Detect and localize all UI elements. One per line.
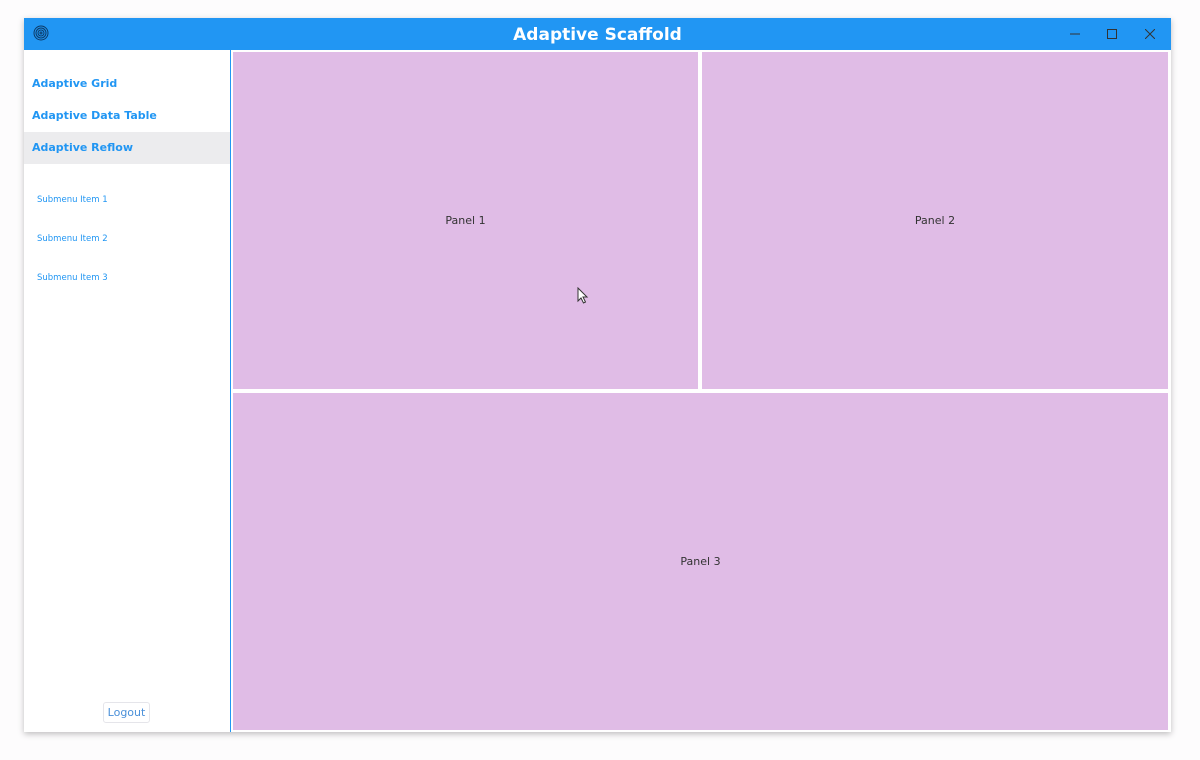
submenu-item-3[interactable]: Submenu Item 3	[37, 273, 108, 283]
mouse-cursor-icon	[577, 287, 589, 304]
panel-3-label: Panel 3	[680, 555, 721, 568]
panel-3: Panel 3	[233, 393, 1168, 730]
minimize-button[interactable]	[1057, 18, 1093, 50]
window-title: Adaptive Scaffold	[513, 25, 682, 45]
maximize-icon	[1107, 29, 1117, 39]
panel-1: Panel 1	[233, 52, 698, 389]
nav-item-adaptive-grid[interactable]: Adaptive Grid	[32, 77, 118, 90]
logout-button[interactable]: Logout	[103, 702, 150, 723]
submenu-item-2[interactable]: Submenu Item 2	[37, 234, 108, 244]
title-bar: Adaptive Scaffold	[24, 18, 1171, 50]
nav-item-adaptive-reflow[interactable]: Adaptive Reflow	[24, 132, 230, 164]
panel-1-label: Panel 1	[445, 214, 486, 227]
panel-2: Panel 2	[702, 52, 1168, 389]
fingerprint-icon	[33, 25, 49, 41]
minimize-icon	[1070, 33, 1080, 35]
submenu-item-1[interactable]: Submenu Item 1	[37, 195, 108, 205]
maximize-button[interactable]	[1094, 18, 1130, 50]
nav-item-adaptive-data-table[interactable]: Adaptive Data Table	[32, 109, 157, 122]
close-icon	[1145, 29, 1155, 39]
sidebar: Adaptive Grid Adaptive Data Table Adapti…	[24, 50, 231, 732]
close-button[interactable]	[1132, 18, 1168, 50]
panel-2-label: Panel 2	[914, 214, 956, 227]
